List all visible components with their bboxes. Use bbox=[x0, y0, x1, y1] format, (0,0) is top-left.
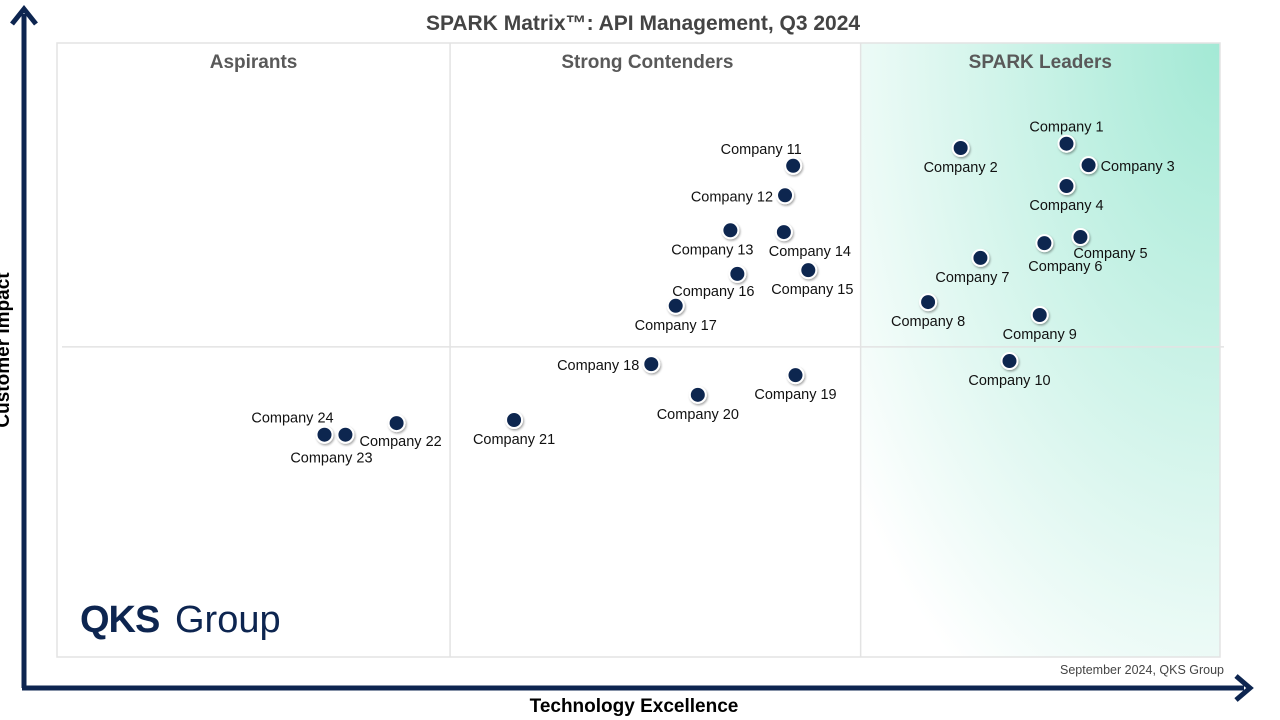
plot-area: Aspirants Strong Contenders SPARK Leaders bbox=[56, 42, 1224, 658]
svg-text:Group: Group bbox=[175, 599, 281, 641]
point-label: Company 3 bbox=[1101, 159, 1175, 175]
point-label: Company 24 bbox=[251, 411, 333, 427]
point-marker[interactable] bbox=[688, 385, 707, 404]
company-point[interactable]: Company 12 bbox=[691, 186, 795, 205]
point-label: Company 16 bbox=[672, 284, 754, 300]
point-marker[interactable] bbox=[728, 264, 747, 283]
company-point[interactable]: Company 18 bbox=[557, 355, 661, 374]
point-label: Company 20 bbox=[657, 407, 739, 423]
point-label: Company 7 bbox=[935, 270, 1009, 286]
quadrant-label: Aspirants bbox=[210, 52, 298, 73]
point-label: Company 17 bbox=[635, 318, 717, 334]
qks-logo: QKS Group bbox=[80, 599, 281, 641]
plot-border bbox=[56, 42, 1221, 658]
company-point[interactable]: Company 7 bbox=[935, 248, 1010, 286]
point-marker[interactable] bbox=[784, 156, 803, 175]
point-label: Company 9 bbox=[1003, 327, 1077, 343]
company-point[interactable]: Company 14 bbox=[769, 223, 851, 260]
company-point[interactable]: Company 17 bbox=[635, 296, 717, 334]
point-marker[interactable] bbox=[336, 425, 355, 444]
point-label: Company 14 bbox=[769, 244, 851, 260]
company-point[interactable]: Company 20 bbox=[657, 385, 739, 423]
point-marker[interactable] bbox=[1071, 228, 1090, 247]
point-label: Company 22 bbox=[359, 434, 441, 450]
point-marker[interactable] bbox=[666, 296, 685, 315]
point-label: Company 8 bbox=[891, 314, 965, 330]
point-marker[interactable] bbox=[721, 221, 740, 240]
company-point[interactable]: Company 24 bbox=[251, 411, 334, 444]
company-point[interactable]: Company 10 bbox=[968, 352, 1051, 389]
leaders-quadrant-bg bbox=[860, 43, 1220, 657]
point-label: Company 12 bbox=[691, 189, 773, 205]
point-marker[interactable] bbox=[1035, 234, 1054, 253]
point-marker[interactable] bbox=[1079, 156, 1098, 175]
company-point[interactable]: Company 1 bbox=[1029, 120, 1104, 153]
point-marker[interactable] bbox=[1057, 134, 1076, 153]
source-note: September 2024, QKS Group bbox=[1060, 663, 1224, 677]
company-point[interactable]: Company 13 bbox=[671, 221, 753, 258]
point-label: Company 21 bbox=[473, 432, 555, 448]
point-label: Company 2 bbox=[924, 160, 998, 176]
point-marker[interactable] bbox=[642, 355, 661, 374]
point-marker[interactable] bbox=[1000, 352, 1019, 371]
point-label: Company 19 bbox=[754, 387, 836, 403]
company-point[interactable]: Company 23 bbox=[290, 425, 373, 467]
company-point[interactable]: Company 22 bbox=[359, 414, 442, 450]
company-point[interactable]: Company 11 bbox=[721, 142, 803, 175]
point-marker[interactable] bbox=[774, 223, 793, 242]
point-marker[interactable] bbox=[799, 261, 818, 280]
point-marker[interactable] bbox=[1030, 306, 1049, 325]
svg-text:QKS: QKS bbox=[80, 599, 159, 641]
company-point[interactable]: Company 15 bbox=[771, 261, 853, 298]
company-point[interactable]: Company 16 bbox=[672, 264, 754, 300]
point-marker[interactable] bbox=[1057, 177, 1076, 196]
chart-title: SPARK Matrix™: API Management, Q3 2024 bbox=[426, 12, 860, 35]
y-axis-arrow bbox=[10, 4, 38, 688]
point-marker[interactable] bbox=[971, 248, 990, 267]
point-marker[interactable] bbox=[776, 186, 795, 205]
point-label: Company 1 bbox=[1029, 120, 1103, 136]
company-point[interactable]: Company 9 bbox=[1003, 306, 1077, 343]
company-point[interactable]: Company 8 bbox=[891, 293, 965, 330]
point-label: Company 5 bbox=[1073, 246, 1147, 262]
company-point[interactable]: Company 3 bbox=[1079, 156, 1175, 175]
company-point[interactable]: Company 2 bbox=[924, 138, 998, 176]
point-label: Company 23 bbox=[290, 451, 372, 467]
company-point[interactable]: Company 21 bbox=[473, 410, 555, 448]
quadrant-label: SPARK Leaders bbox=[969, 52, 1112, 73]
point-label: Company 13 bbox=[671, 242, 753, 258]
point-marker[interactable] bbox=[387, 414, 406, 433]
point-marker[interactable] bbox=[315, 425, 334, 444]
company-point[interactable]: Company 4 bbox=[1029, 177, 1104, 214]
point-label: Company 10 bbox=[968, 373, 1050, 389]
point-label: Company 6 bbox=[1028, 259, 1102, 275]
company-point[interactable]: Company 19 bbox=[754, 366, 837, 403]
company-point[interactable]: Company 5 bbox=[1071, 228, 1148, 262]
point-marker[interactable] bbox=[505, 410, 524, 429]
point-label: Company 15 bbox=[771, 282, 853, 298]
point-label: Company 11 bbox=[721, 142, 802, 158]
x-axis-arrow bbox=[22, 674, 1254, 702]
point-marker[interactable] bbox=[919, 293, 938, 312]
data-points: Company 1 Company 2 Company 3 Company 4 Comp… bbox=[251, 120, 1174, 467]
company-point[interactable]: Company 6 bbox=[1028, 234, 1102, 275]
point-marker[interactable] bbox=[786, 366, 805, 385]
x-axis-label: Technology Excellence bbox=[530, 696, 739, 717]
point-label: Company 18 bbox=[557, 358, 639, 374]
quadrant-label: Strong Contenders bbox=[561, 52, 733, 73]
point-marker[interactable] bbox=[951, 138, 970, 157]
point-label: Company 4 bbox=[1029, 198, 1103, 214]
y-axis-label: Customer Impact bbox=[0, 272, 14, 428]
